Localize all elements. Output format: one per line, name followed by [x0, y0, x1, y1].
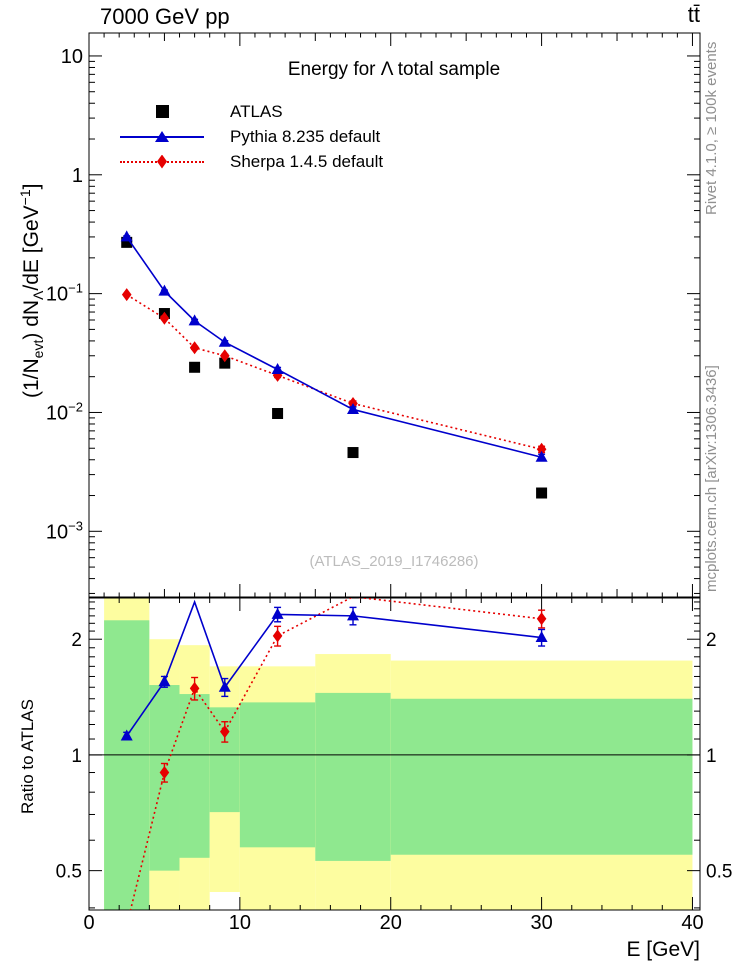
- x-tick-label: 20: [380, 912, 402, 934]
- sherpa-line-marker: [118, 154, 206, 170]
- uncertainty-bands: [104, 598, 693, 910]
- data-point-pythia: [120, 230, 133, 242]
- ratio-point-pythia: [120, 729, 133, 741]
- data-point-pythia: [188, 314, 201, 326]
- legend-label-pythia: Pythia 8.235 default: [230, 126, 381, 146]
- series-main-pythia: [120, 230, 548, 462]
- ratio-point-pythia: [347, 609, 360, 621]
- axis-ticks: [89, 33, 700, 910]
- data-point-atlas: [189, 361, 201, 373]
- x-tick-label: 0: [83, 912, 94, 934]
- plot-title: Energy for Λ total sample: [287, 59, 501, 80]
- data-point-sherpa: [536, 442, 547, 456]
- legend: ATLAS Pythia 8.235 default Sherpa 1.4.5 …: [118, 99, 383, 174]
- data-point-atlas: [536, 487, 548, 499]
- atlas-square-marker: [118, 104, 206, 120]
- data-point-sherpa: [219, 349, 230, 363]
- ratio-tick-label-left: 0.5: [56, 862, 82, 883]
- tick-labels: 10 1 10−1 10−2 10−3 2 2 1 1 0.5 0.5 0 10 20 30 40: [46, 46, 733, 934]
- legend-label-sherpa: Sherpa 1.4.5 default: [230, 151, 384, 171]
- ratio-point-pythia: [535, 631, 548, 643]
- data-point-pythia: [347, 402, 360, 414]
- band-green: [239, 702, 316, 848]
- ratio-point-pythia: [158, 675, 171, 687]
- ratio-tick-label-left: 1: [71, 746, 82, 767]
- data-point-atlas: [347, 447, 359, 459]
- band-green: [179, 694, 210, 858]
- band-green: [390, 698, 693, 855]
- series-main-atlas: [121, 236, 548, 499]
- data-point-sherpa: [189, 341, 200, 355]
- y-tick-label: 1: [72, 165, 83, 187]
- data-point-pythia: [158, 284, 171, 296]
- beam-energy-label: 7000 GeV pp: [100, 4, 230, 29]
- legend-row-atlas: ATLAS: [118, 99, 383, 124]
- y-tick-label: 10: [61, 46, 83, 68]
- data-point-atlas: [121, 236, 133, 248]
- data-point-pythia: [535, 450, 548, 462]
- ratio-point-sherpa: [189, 681, 200, 695]
- rivet-version-caption: Rivet 4.1.0, ≥ 100k events: [703, 41, 720, 215]
- x-tick-label: 40: [681, 912, 703, 934]
- x-axis-label: E [GeV]: [626, 938, 700, 961]
- data-point-atlas: [219, 357, 231, 369]
- legend-row-pythia: Pythia 8.235 default: [118, 124, 383, 149]
- x-tick-label: 10: [229, 912, 251, 934]
- pythia-line-marker: [118, 129, 206, 145]
- legend-row-sherpa: Sherpa 1.4.5 default: [118, 149, 383, 174]
- ratio-point-sherpa: [536, 612, 547, 626]
- y-tick-label: 10−3: [46, 518, 83, 543]
- data-point-pythia: [218, 335, 231, 347]
- ratio-tick-label-left: 2: [71, 630, 82, 651]
- legend-label-atlas: ATLAS: [230, 101, 283, 121]
- band-green: [315, 692, 391, 861]
- ratio-point-sherpa: [159, 766, 170, 780]
- ratio-point-pythia: [271, 607, 284, 619]
- ratio-point-sherpa: [272, 629, 283, 643]
- main-frame: [88, 32, 701, 598]
- series-ratio-sherpa: [129, 598, 547, 910]
- ratio-tick-label-right: 0.5: [706, 862, 732, 883]
- data-point-sherpa: [159, 311, 170, 325]
- ratio-point-pythia: [218, 680, 231, 692]
- ratio-point-sherpa: [219, 725, 230, 739]
- series-main-sherpa: [121, 288, 547, 456]
- x-tick-label: 30: [530, 912, 552, 934]
- ratio-axis-label: Ratio to ATLAS: [18, 699, 37, 814]
- y-tick-label: 10−2: [46, 399, 83, 424]
- data-point-atlas: [272, 408, 284, 420]
- ratio-tick-label-right: 2: [706, 630, 717, 651]
- band-green: [104, 620, 150, 910]
- data-point-pythia: [271, 362, 284, 374]
- y-axis-label: (1/Nevt) dNΛ/dE [GeV−1]: [17, 184, 46, 398]
- process-label: tt̄: [687, 2, 700, 27]
- mcplots-caption: mcplots.cern.ch [arXiv:1306.3436]: [703, 365, 720, 592]
- data-point-sherpa: [121, 288, 132, 302]
- y-tick-label: 10−1: [46, 281, 83, 306]
- series-ratio-pythia: [120, 599, 548, 741]
- ratio-frame: [88, 597, 701, 911]
- analysis-watermark: (ATLAS_2019_I1746286): [309, 553, 479, 570]
- ratio-tick-label-right: 1: [706, 746, 717, 767]
